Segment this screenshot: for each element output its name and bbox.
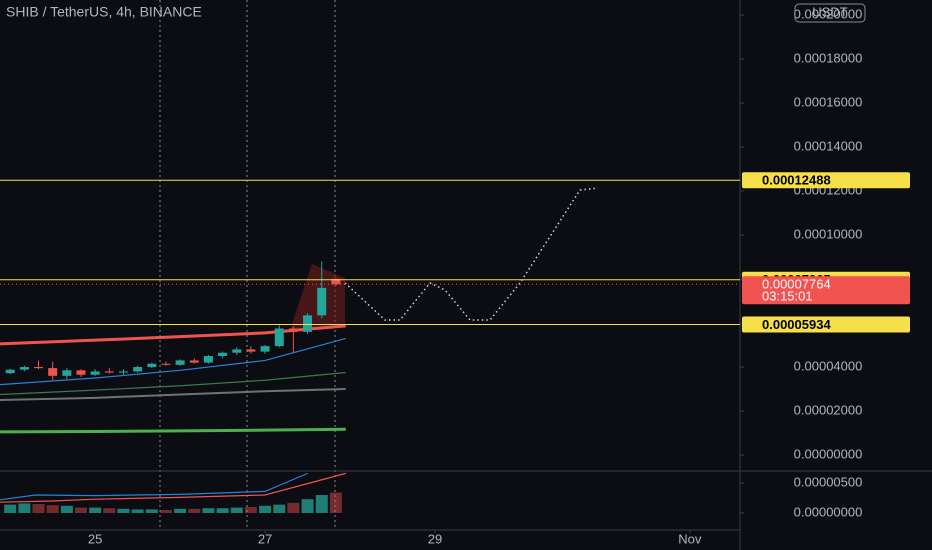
projection-path	[344, 187, 599, 321]
plot-layer: 0.000000000.000020000.000040000.00006000…	[0, 6, 910, 546]
candle-body	[274, 328, 284, 347]
candle-body	[218, 352, 228, 357]
volume-bar	[89, 507, 102, 514]
x-tick-label: Nov	[678, 531, 702, 546]
candle-body	[62, 370, 72, 376]
volume-bar	[18, 503, 31, 514]
currency-badge[interactable]	[794, 3, 866, 23]
candle-body	[246, 349, 256, 352]
volume-bar	[315, 494, 328, 514]
volume-bar	[216, 508, 229, 514]
last-price-box	[742, 276, 910, 305]
level-label: 0.00012488	[762, 173, 831, 188]
level-label: 0.00005934	[762, 317, 831, 332]
level-label-box	[742, 316, 910, 333]
countdown-label: 03:15:01	[762, 289, 813, 304]
candle-body	[133, 367, 143, 372]
volume-bar	[244, 507, 257, 514]
level-label-box	[742, 172, 910, 189]
y-tick-label: 0.00016000	[794, 94, 863, 109]
volume-bar	[202, 508, 215, 514]
volume-bar	[46, 505, 59, 514]
candle-body	[317, 287, 327, 316]
volume-bar	[131, 509, 144, 514]
candle-body	[260, 346, 270, 352]
x-tick-label: 27	[258, 531, 272, 546]
candle-body	[118, 371, 128, 373]
volume-bar	[301, 499, 314, 514]
volume-bar	[230, 507, 243, 514]
volume-bar	[159, 510, 172, 514]
volume-bar	[103, 508, 116, 514]
volume-bar	[74, 507, 87, 514]
last-price-label: 0.00007764	[762, 277, 831, 292]
candle-body	[19, 367, 29, 370]
candle-body	[303, 315, 313, 332]
volume-bar	[4, 504, 17, 514]
moving-average	[0, 337, 346, 386]
volume-average	[0, 472, 308, 501]
y-tick-label: 0.00014000	[794, 138, 863, 153]
y-tick-label: 0.00000000	[794, 446, 863, 461]
session-breaks	[159, 0, 336, 530]
currency-label[interactable]: USDT	[812, 4, 847, 19]
candle-body	[90, 371, 100, 375]
candle-body	[76, 370, 86, 375]
candle-body	[331, 279, 341, 285]
volume-bar	[60, 505, 73, 514]
y-tick-label: 0.00002000	[794, 402, 863, 417]
volume-bar	[32, 504, 45, 514]
volume-bar	[117, 508, 130, 514]
moving-average	[0, 388, 346, 402]
y2-tick-label: 0.00000000	[794, 504, 863, 519]
y-tick-label: 0.00018000	[794, 50, 863, 65]
volume-bar	[329, 492, 342, 514]
candle-body	[175, 360, 185, 365]
main-pane	[0, 261, 346, 434]
candle-body	[161, 363, 171, 365]
candle-body	[203, 356, 213, 363]
candle-body	[33, 367, 43, 369]
volume-bar	[174, 508, 187, 514]
y2-tick-label: 0.00000500	[794, 474, 863, 489]
candle-body	[232, 349, 242, 353]
x-tick-label: 25	[88, 531, 102, 546]
moving-average	[0, 427, 346, 434]
volume-bar	[145, 509, 158, 514]
candle-body	[48, 368, 58, 376]
moving-average	[0, 371, 346, 396]
candle-body	[189, 360, 199, 363]
volume-bar	[188, 508, 201, 514]
x-tick-label: 29	[428, 531, 442, 546]
volume-bar	[273, 504, 286, 514]
y-tick-label: 0.00004000	[794, 358, 863, 373]
candle-body	[104, 371, 114, 373]
y-tick-label: 0.00010000	[794, 226, 863, 241]
candle-body	[147, 363, 157, 368]
candle-body	[5, 369, 15, 374]
volume-average	[0, 472, 346, 503]
chart-title: SHIB / TetherUS, 4h, BINANCE	[6, 4, 202, 20]
volume-bar	[287, 502, 300, 514]
volume-bar	[259, 505, 272, 514]
volume-pane	[0, 472, 346, 514]
y-tick-label: 0.00020000	[794, 6, 863, 21]
candle-body	[288, 328, 298, 332]
